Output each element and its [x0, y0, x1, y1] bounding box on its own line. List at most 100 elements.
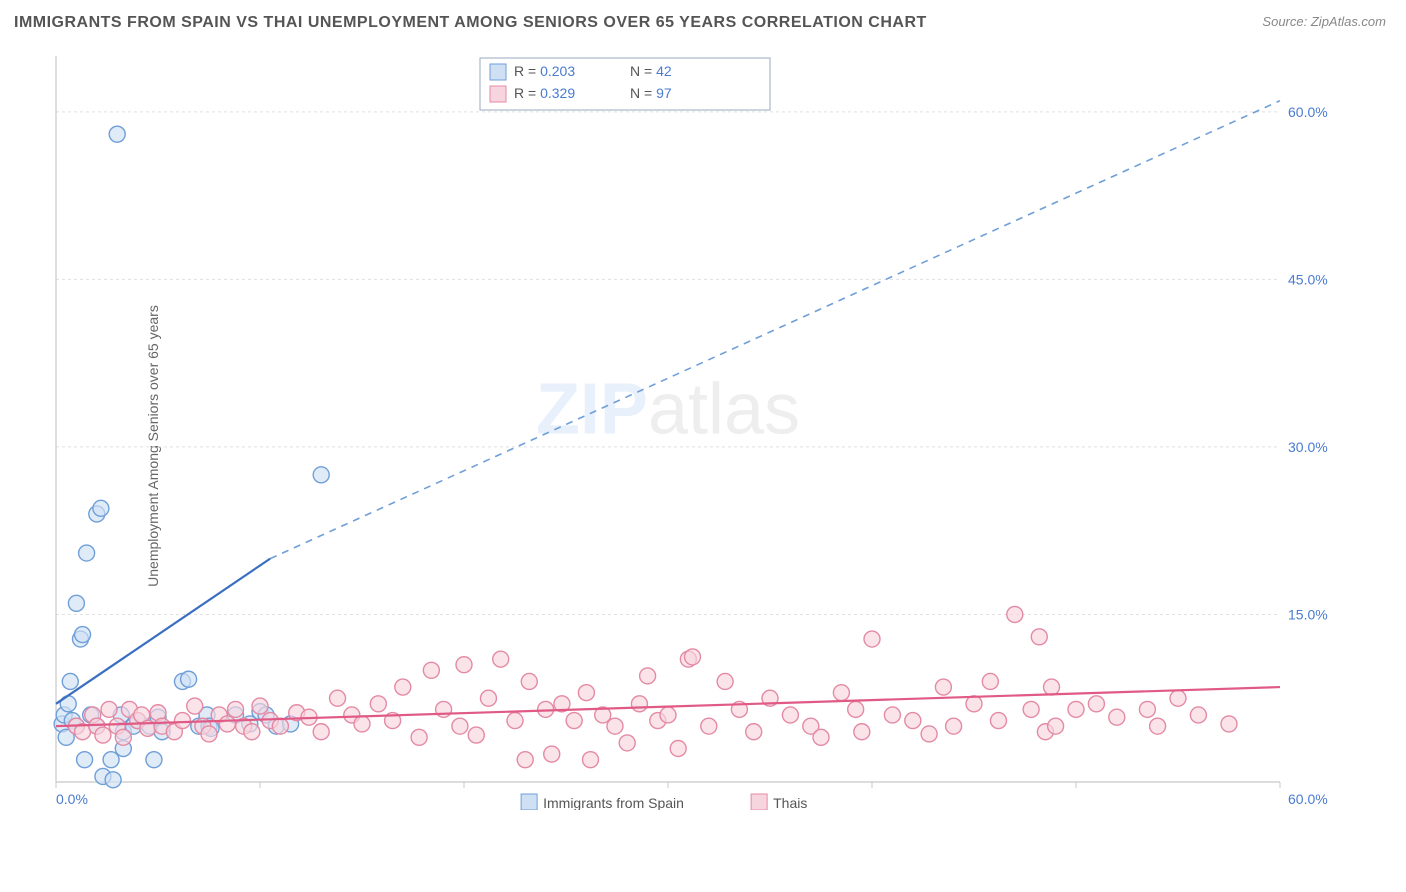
data-point: [921, 726, 937, 742]
stat-n-spain: N = 42: [630, 63, 672, 79]
data-point: [1088, 696, 1104, 712]
data-point: [313, 724, 329, 740]
stat-r-spain: R = 0.203: [514, 63, 575, 79]
data-point: [228, 701, 244, 717]
data-point: [456, 657, 472, 673]
data-point: [1150, 718, 1166, 734]
legend-swatch-thai: [490, 86, 506, 102]
data-point: [219, 716, 235, 732]
data-point: [1170, 690, 1186, 706]
data-point: [684, 649, 700, 665]
data-point: [370, 696, 386, 712]
y-tick-label: 45.0%: [1288, 271, 1328, 287]
data-point: [1044, 679, 1060, 695]
data-point: [566, 713, 582, 729]
data-point: [480, 690, 496, 706]
data-point: [854, 724, 870, 740]
y-tick-label: 30.0%: [1288, 439, 1328, 455]
data-point: [79, 545, 95, 561]
stat-n-thai: N = 97: [630, 85, 672, 101]
data-point: [1221, 716, 1237, 732]
source-label: Source:: [1262, 14, 1307, 29]
data-point: [607, 718, 623, 734]
regression-extrapolation-spain: [270, 101, 1280, 559]
data-point: [75, 627, 91, 643]
data-point: [670, 740, 686, 756]
data-point: [1007, 606, 1023, 622]
y-tick-label: 15.0%: [1288, 606, 1328, 622]
source-attribution: Source: ZipAtlas.com: [1262, 14, 1386, 29]
data-point: [252, 698, 268, 714]
data-point: [1190, 707, 1206, 723]
data-point: [782, 707, 798, 723]
data-point: [905, 713, 921, 729]
data-point: [1068, 701, 1084, 717]
data-point: [468, 727, 484, 743]
series-spain: [54, 126, 329, 788]
data-point: [619, 735, 635, 751]
data-point: [507, 713, 523, 729]
x-max-label: 60.0%: [1288, 791, 1328, 807]
data-point: [544, 746, 560, 762]
data-point: [93, 500, 109, 516]
data-point: [95, 727, 111, 743]
bottom-legend-swatch-thai: [751, 794, 767, 810]
data-point: [990, 713, 1006, 729]
x-origin-label: 0.0%: [56, 791, 88, 807]
data-point: [521, 673, 537, 689]
bottom-legend-label-spain: Immigrants from Spain: [543, 795, 684, 810]
data-point: [115, 729, 131, 745]
data-point: [1139, 701, 1155, 717]
data-point: [244, 724, 260, 740]
data-point: [493, 651, 509, 667]
data-point: [187, 698, 203, 714]
data-point: [833, 685, 849, 701]
data-point: [1031, 629, 1047, 645]
data-point: [582, 752, 598, 768]
data-point: [452, 718, 468, 734]
data-point: [62, 673, 78, 689]
data-point: [701, 718, 717, 734]
data-point: [423, 662, 439, 678]
watermark: ZIPatlas: [536, 370, 800, 450]
data-point: [181, 671, 197, 687]
data-point: [395, 679, 411, 695]
data-point: [174, 713, 190, 729]
data-point: [935, 679, 951, 695]
data-point: [109, 126, 125, 142]
series-thai: [68, 606, 1237, 767]
data-point: [1048, 718, 1064, 734]
data-point: [517, 752, 533, 768]
y-tick-label: 60.0%: [1288, 104, 1328, 120]
data-point: [354, 716, 370, 732]
data-point: [631, 696, 647, 712]
data-point: [330, 690, 346, 706]
data-point: [578, 685, 594, 701]
legend-swatch-spain: [490, 64, 506, 80]
chart-area: ZIPatlas 15.0% 30.0% 45.0% 60.0% 0.0% 60.0% R =…: [50, 50, 1386, 842]
data-point: [411, 729, 427, 745]
data-point: [746, 724, 762, 740]
data-point: [77, 752, 93, 768]
data-point: [813, 729, 829, 745]
bottom-legend-swatch-spain: [521, 794, 537, 810]
data-point: [1023, 701, 1039, 717]
stat-r-thai: R = 0.329: [514, 85, 575, 101]
data-point: [68, 595, 84, 611]
data-point: [864, 631, 880, 647]
data-point: [982, 673, 998, 689]
data-point: [640, 668, 656, 684]
bottom-legend-label-thai: Thais: [773, 795, 807, 810]
data-point: [1109, 709, 1125, 725]
data-point: [946, 718, 962, 734]
data-point: [105, 772, 121, 788]
source-value: ZipAtlas.com: [1311, 14, 1386, 29]
data-point: [660, 707, 676, 723]
data-point: [966, 696, 982, 712]
data-point: [146, 752, 162, 768]
data-point: [884, 707, 900, 723]
chart-title: IMMIGRANTS FROM SPAIN VS THAI UNEMPLOYME…: [14, 14, 927, 32]
data-point: [313, 467, 329, 483]
data-point: [848, 701, 864, 717]
scatter-plot: ZIPatlas 15.0% 30.0% 45.0% 60.0% 0.0% 60.0% R =…: [50, 50, 1340, 810]
